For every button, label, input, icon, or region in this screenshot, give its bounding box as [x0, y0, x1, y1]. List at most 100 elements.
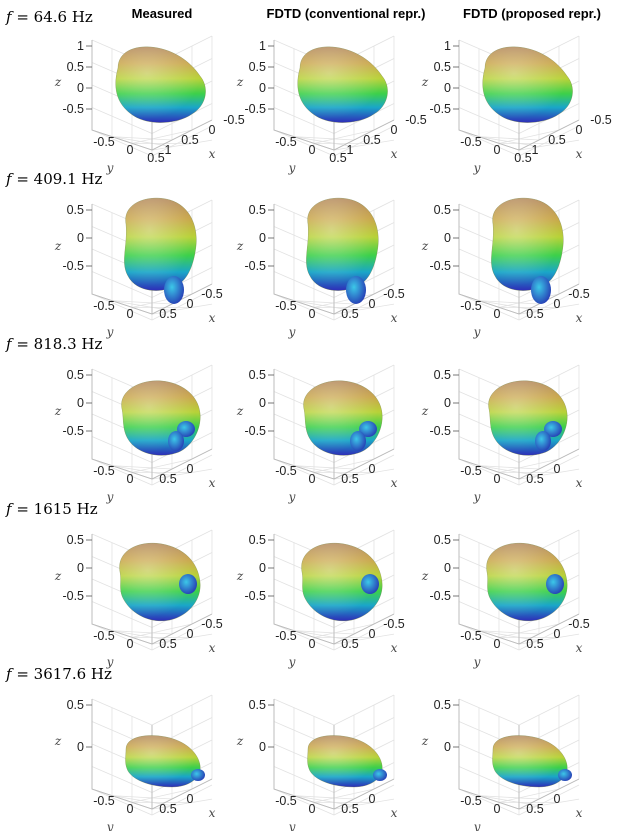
z-tick-label: 0 — [444, 396, 451, 410]
z-tick-label: -0.5 — [244, 259, 266, 273]
surface-lobe — [558, 769, 572, 781]
z-tick-label: 1 — [259, 39, 266, 53]
x-tick-label: 0.5 — [159, 307, 176, 321]
z-axis-label: z — [421, 569, 429, 583]
y-tick-label: 0.5 — [329, 151, 346, 165]
y-tick-label: 0 — [309, 802, 316, 816]
column-header: Measured — [132, 6, 193, 21]
z-tick-label: 0.5 — [67, 533, 84, 547]
panel: 10.50-0.5z-0.500.5y-0.500.51 x — [421, 35, 612, 175]
y-tick-label: 0 — [127, 637, 134, 651]
z-tick-label: 1 — [77, 39, 84, 53]
x-axis-label: x — [576, 311, 583, 325]
surface-highlight — [115, 46, 206, 123]
z-tick-label: 0.5 — [249, 533, 266, 547]
x-tick-label: -0.5 — [405, 113, 427, 127]
z-axis-label: z — [236, 569, 244, 583]
row-label: f = 3617.6 Hz — [5, 665, 112, 683]
x-tick-label: 0.5 — [526, 307, 543, 321]
surface-lobe — [179, 574, 197, 594]
x-tick-label: 0.5 — [159, 637, 176, 651]
z-tick-label: -0.5 — [62, 259, 84, 273]
row-label: f = 64.6 Hz — [5, 8, 93, 26]
y-tick-label: -0.5 — [460, 135, 482, 149]
x-tick-label: 0.5 — [341, 802, 358, 816]
x-tick-label: 0.5 — [526, 802, 543, 816]
z-tick-label: 0 — [259, 81, 266, 95]
surface-lobe — [346, 276, 366, 304]
x-tick-label: 0 — [369, 462, 376, 476]
z-axis-label: z — [421, 404, 429, 418]
x-tick-label: 0 — [187, 792, 194, 806]
x-tick-label: -0.5 — [568, 617, 590, 631]
row-label: f = 818.3 Hz — [5, 335, 102, 353]
surface-lobe — [191, 769, 205, 781]
z-axis-label: z — [54, 75, 62, 89]
z-axis-label: z — [236, 734, 244, 748]
z-tick-label: 0.5 — [249, 368, 266, 382]
x-tick-label: -0.5 — [383, 287, 405, 301]
surface-highlight — [297, 46, 388, 123]
z-tick-label: 0 — [77, 740, 84, 754]
x-tick-label: 0.5 — [526, 472, 543, 486]
x-tick-label: 0 — [369, 627, 376, 641]
x-tick-label: 0.5 — [341, 472, 358, 486]
x-tick-label: -0.5 — [201, 287, 223, 301]
z-tick-label: 0.5 — [249, 698, 266, 712]
y-axis-label: y — [106, 820, 114, 831]
panel: 0.50-0.5z-0.50y-0.500.5 x — [236, 529, 405, 669]
z-tick-label: 0 — [444, 561, 451, 575]
x-tick-label: 0 — [187, 297, 194, 311]
z-tick-label: 0 — [259, 740, 266, 754]
x-tick-label: 1 — [165, 143, 172, 157]
y-tick-label: 0 — [127, 472, 134, 486]
x-axis-label: x — [391, 147, 398, 161]
x-axis-label: x — [391, 641, 398, 655]
y-tick-label: 0 — [309, 143, 316, 157]
x-axis-label: x — [391, 806, 398, 820]
surface-lobe — [177, 421, 195, 437]
y-tick-label: 0 — [127, 307, 134, 321]
z-tick-label: 0.5 — [67, 60, 84, 74]
x-tick-label: 0 — [391, 123, 398, 137]
z-tick-label: -0.5 — [429, 589, 451, 603]
z-tick-label: 0.5 — [67, 203, 84, 217]
x-tick-label: 0.5 — [548, 133, 565, 147]
x-tick-label: 1 — [532, 143, 539, 157]
z-tick-label: -0.5 — [429, 102, 451, 116]
row-label: f = 409.1 Hz — [5, 170, 102, 188]
z-tick-label: -0.5 — [244, 589, 266, 603]
y-tick-label: -0.5 — [275, 464, 297, 478]
z-tick-label: 0.5 — [67, 698, 84, 712]
panel: 10.50-0.5z-0.500.5y-0.500.51 x — [54, 35, 245, 175]
surface-lobe — [373, 769, 387, 781]
x-axis-label: x — [209, 147, 216, 161]
x-tick-label: 0.5 — [341, 307, 358, 321]
y-tick-label: 0 — [494, 802, 501, 816]
x-tick-label: 0.5 — [159, 802, 176, 816]
y-tick-label: 0.5 — [514, 151, 531, 165]
y-tick-label: -0.5 — [93, 794, 115, 808]
x-tick-label: 0 — [369, 792, 376, 806]
panel: 0.50-0.5z-0.50y-0.500.5 x — [54, 197, 223, 339]
x-axis-label: x — [576, 641, 583, 655]
y-tick-label: -0.5 — [275, 629, 297, 643]
x-tick-label: 0.5 — [363, 133, 380, 147]
y-axis-label: y — [473, 655, 481, 669]
surface-lobe — [361, 574, 379, 594]
z-tick-label: 0.5 — [434, 203, 451, 217]
z-tick-label: 0.5 — [249, 60, 266, 74]
z-tick-label: -0.5 — [62, 589, 84, 603]
y-axis-label: y — [473, 820, 481, 831]
panel: 0.5 0 z -0.5 0 y 0 0.5 x — [54, 694, 216, 831]
z-tick-label: 0 — [77, 561, 84, 575]
y-tick-label: 0 — [309, 307, 316, 321]
y-axis-label: y — [288, 820, 296, 831]
z-axis-label: z — [54, 404, 62, 418]
surface-lobe — [168, 431, 184, 451]
x-axis-label: x — [576, 476, 583, 490]
z-tick-label: 0 — [259, 396, 266, 410]
